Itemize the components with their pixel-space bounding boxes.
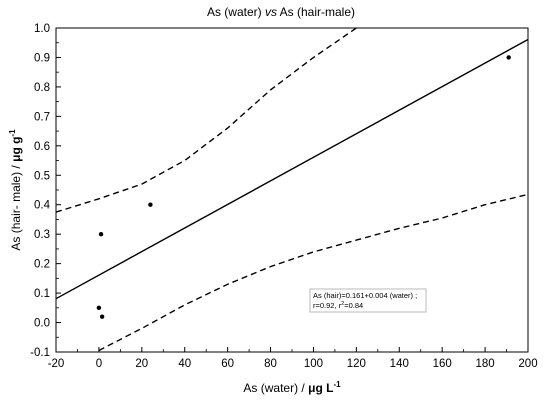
y-tick-label: 0.9	[34, 52, 50, 64]
x-tick-label: 120	[347, 358, 366, 370]
y-tick-label: 1.0	[34, 23, 50, 35]
x-tick-label: 100	[304, 358, 323, 370]
confidence-lower-curve	[98, 193, 529, 352]
x-tick-label: 140	[390, 358, 409, 370]
x-tick-label: -20	[48, 358, 65, 370]
x-tick-label: 200	[518, 358, 537, 370]
y-tick-label: 0.1	[34, 288, 50, 300]
x-tick-label: 60	[221, 358, 234, 370]
y-tick-label: -0.1	[30, 347, 50, 359]
x-tick-label: 180	[475, 358, 494, 370]
chart-title: As (water) vs As (hair-male)	[207, 5, 355, 19]
y-tick-label: 0.7	[34, 111, 50, 123]
data-point	[506, 55, 511, 60]
x-tick-label: 160	[433, 358, 452, 370]
plot-frame	[55, 27, 529, 353]
x-axis-label: As (water) / μg L-1	[243, 380, 341, 395]
y-tick-label: 0.5	[34, 170, 50, 182]
data-point	[96, 305, 102, 311]
regression-line	[55, 38, 529, 300]
confidence-band	[55, 27, 529, 352]
annotation-line-2: r=0.92, r2=0.84	[313, 301, 363, 310]
y-tick-label: 0.4	[34, 200, 51, 212]
y-axis: -0.1 0.0 0.1 0.2 0.3 0.4 0.5 0.6 0.7 0.8 0.9 1.0	[30, 23, 61, 359]
data-points	[96, 55, 511, 319]
annotation-box	[309, 288, 427, 313]
x-tick-label: 0	[96, 358, 102, 370]
y-tick-label: 0.6	[34, 141, 50, 153]
y-tick-label: 0.3	[34, 229, 50, 241]
y-axis-label: As (hair- male) / μg g-1	[8, 129, 23, 251]
x-axis: -20 0 20 40 60 80 100 120 140 160 180 200	[48, 347, 538, 370]
x-tick-label: 80	[264, 358, 277, 370]
x-tick-label: 40	[178, 358, 191, 370]
y-tick-label: 0.8	[34, 82, 50, 94]
data-point	[98, 231, 104, 237]
data-point	[148, 202, 153, 207]
x-tick-label: 20	[135, 358, 148, 370]
y-tick-label: 0.2	[34, 259, 50, 271]
equation-annotation: As (hair)=0.161+0.004 (water) ; r=0.92, …	[309, 288, 427, 313]
data-point	[99, 314, 105, 319]
confidence-upper-curve	[55, 27, 357, 213]
annotation-line-1: As (hair)=0.161+0.004 (water) ;	[313, 291, 417, 300]
y-tick-label: 0.0	[34, 318, 50, 330]
